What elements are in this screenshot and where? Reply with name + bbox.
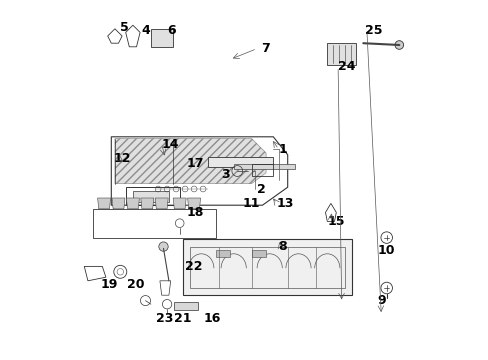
Text: 2: 2 (257, 183, 265, 195)
Text: 21: 21 (174, 312, 191, 325)
Text: 16: 16 (203, 312, 220, 325)
Polygon shape (174, 302, 197, 310)
Polygon shape (141, 198, 153, 209)
Polygon shape (233, 164, 294, 169)
Text: 6: 6 (167, 24, 175, 37)
Text: 1: 1 (278, 143, 287, 156)
Polygon shape (326, 43, 355, 65)
Text: 20: 20 (127, 278, 145, 291)
Polygon shape (208, 157, 273, 167)
Text: 14: 14 (162, 138, 179, 150)
Text: 17: 17 (186, 157, 204, 170)
Text: 11: 11 (242, 197, 260, 210)
Text: 19: 19 (101, 278, 118, 291)
Polygon shape (115, 139, 265, 184)
Text: 9: 9 (377, 294, 386, 307)
Polygon shape (183, 239, 352, 295)
Polygon shape (215, 250, 230, 257)
Text: 13: 13 (276, 197, 294, 210)
Text: 22: 22 (185, 260, 202, 273)
Text: 10: 10 (377, 244, 394, 257)
Text: 23: 23 (156, 312, 173, 325)
Circle shape (159, 242, 168, 251)
Polygon shape (112, 198, 125, 209)
Text: 15: 15 (326, 215, 344, 228)
Text: 25: 25 (365, 24, 382, 37)
Text: 12: 12 (113, 152, 130, 165)
Text: 18: 18 (186, 206, 204, 219)
Circle shape (394, 41, 403, 49)
Polygon shape (155, 198, 168, 209)
Polygon shape (187, 198, 200, 209)
Polygon shape (173, 198, 186, 209)
Text: 3: 3 (221, 168, 229, 181)
Polygon shape (133, 191, 168, 202)
Polygon shape (126, 198, 139, 209)
Polygon shape (251, 250, 265, 257)
Text: 8: 8 (278, 240, 287, 253)
Text: 5: 5 (120, 21, 129, 33)
Text: 7: 7 (260, 42, 269, 55)
Text: 4: 4 (142, 24, 150, 37)
Polygon shape (151, 29, 172, 47)
Text: 24: 24 (337, 60, 355, 73)
Polygon shape (98, 198, 110, 209)
